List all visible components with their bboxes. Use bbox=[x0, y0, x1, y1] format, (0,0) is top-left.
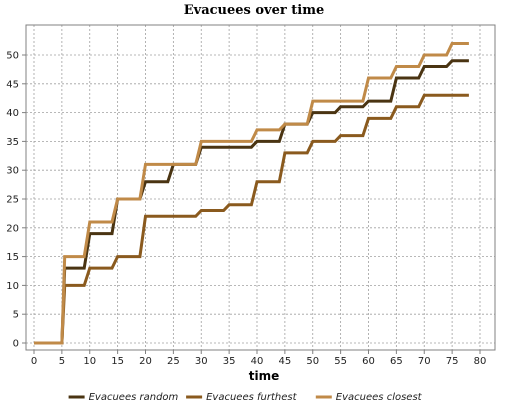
series-line-3 bbox=[34, 42, 469, 345]
y-tick-label: 25 bbox=[6, 195, 19, 206]
y-tick-label: 5 bbox=[13, 310, 19, 321]
x-tick-label: 65 bbox=[390, 356, 403, 367]
x-axis-label: time bbox=[249, 369, 280, 383]
x-tick-label: 0 bbox=[31, 356, 37, 367]
x-tick-label: 15 bbox=[111, 356, 124, 367]
x-tick-label: 55 bbox=[334, 356, 347, 367]
y-tick-label: 35 bbox=[6, 137, 19, 148]
y-tick-label: 30 bbox=[6, 166, 19, 177]
y-tick-label: 45 bbox=[6, 79, 19, 90]
x-tick-label: 20 bbox=[139, 356, 152, 367]
x-tick-label: 80 bbox=[474, 356, 487, 367]
legend-label-2: Evacuees furthest bbox=[206, 392, 297, 403]
x-tick-label: 50 bbox=[306, 356, 319, 367]
chart-title: Evacuees over time bbox=[184, 3, 324, 18]
y-tick-label: 10 bbox=[6, 281, 19, 292]
y-tick-label: 20 bbox=[6, 223, 19, 234]
x-tick-label: 35 bbox=[223, 356, 236, 367]
series-line-2 bbox=[34, 93, 469, 345]
legend-label-1: Evacuees random bbox=[89, 392, 179, 403]
series-line-1 bbox=[34, 59, 469, 345]
x-tick-label: 25 bbox=[167, 356, 180, 367]
y-tick-label: 15 bbox=[6, 252, 19, 263]
legend-label-3: Evacuees closest bbox=[336, 392, 423, 403]
x-tick-label: 75 bbox=[446, 356, 459, 367]
series-lines bbox=[34, 42, 469, 345]
y-tick-label: 0 bbox=[13, 339, 19, 350]
x-axis-ticks: 0 5 10 15 20 25 30 35 40 45 50 55 60 65 70 75 80 bbox=[31, 350, 487, 367]
x-tick-label: 60 bbox=[362, 356, 375, 367]
x-tick-label: 10 bbox=[83, 356, 96, 367]
legend: Evacuees random Evacuees furthest Evacuees… bbox=[68, 392, 423, 403]
y-tick-label: 50 bbox=[6, 51, 19, 62]
x-tick-label: 40 bbox=[251, 356, 264, 367]
x-tick-label: 70 bbox=[418, 356, 431, 367]
y-axis-ticks: 0 5 10 15 20 25 30 35 40 45 50 bbox=[6, 51, 26, 350]
x-tick-label: 30 bbox=[195, 356, 208, 367]
y-tick-label: 40 bbox=[6, 108, 19, 119]
x-tick-label: 45 bbox=[279, 356, 292, 367]
plot-area bbox=[25, 24, 496, 351]
grid bbox=[26, 25, 495, 350]
x-tick-label: 5 bbox=[59, 356, 65, 367]
